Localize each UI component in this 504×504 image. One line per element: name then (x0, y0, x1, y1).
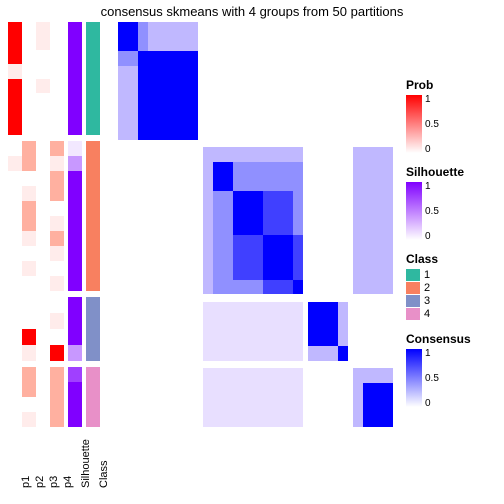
x-axis-labels: p1p2p3p4 Silhouette Class (8, 430, 148, 500)
ann-col-p2 (22, 22, 36, 427)
legend-silhouette: Silhouette10.50 (406, 165, 498, 240)
legends-panel: Prob10.50 Silhouette10.50 Class1234 Consens… (406, 78, 498, 419)
xlabel-cls: Class (98, 460, 110, 488)
ann-col-sil (68, 22, 82, 427)
legend-consensus: Consensus10.50 (406, 332, 498, 407)
ann-col-cls (86, 22, 100, 427)
ann-col-gap3 (100, 22, 106, 427)
xlabel-p2: p2 (34, 476, 46, 488)
legend-prob: Prob10.50 (406, 78, 498, 153)
legend-class: Class1234 (406, 252, 498, 320)
xlabel-p1: p1 (20, 476, 32, 488)
page-title: consensus skmeans with 4 groups from 50 … (0, 4, 504, 19)
consensus-heatmap (118, 22, 393, 427)
ann-col-p3 (36, 22, 50, 427)
xlabel-p4: p4 (62, 476, 74, 488)
xlabel-sil: Silhouette (80, 439, 92, 488)
annotation-tracks (8, 22, 113, 427)
ann-col-p4 (50, 22, 64, 427)
xlabel-p3: p3 (48, 476, 60, 488)
ann-col-p1 (8, 22, 22, 427)
